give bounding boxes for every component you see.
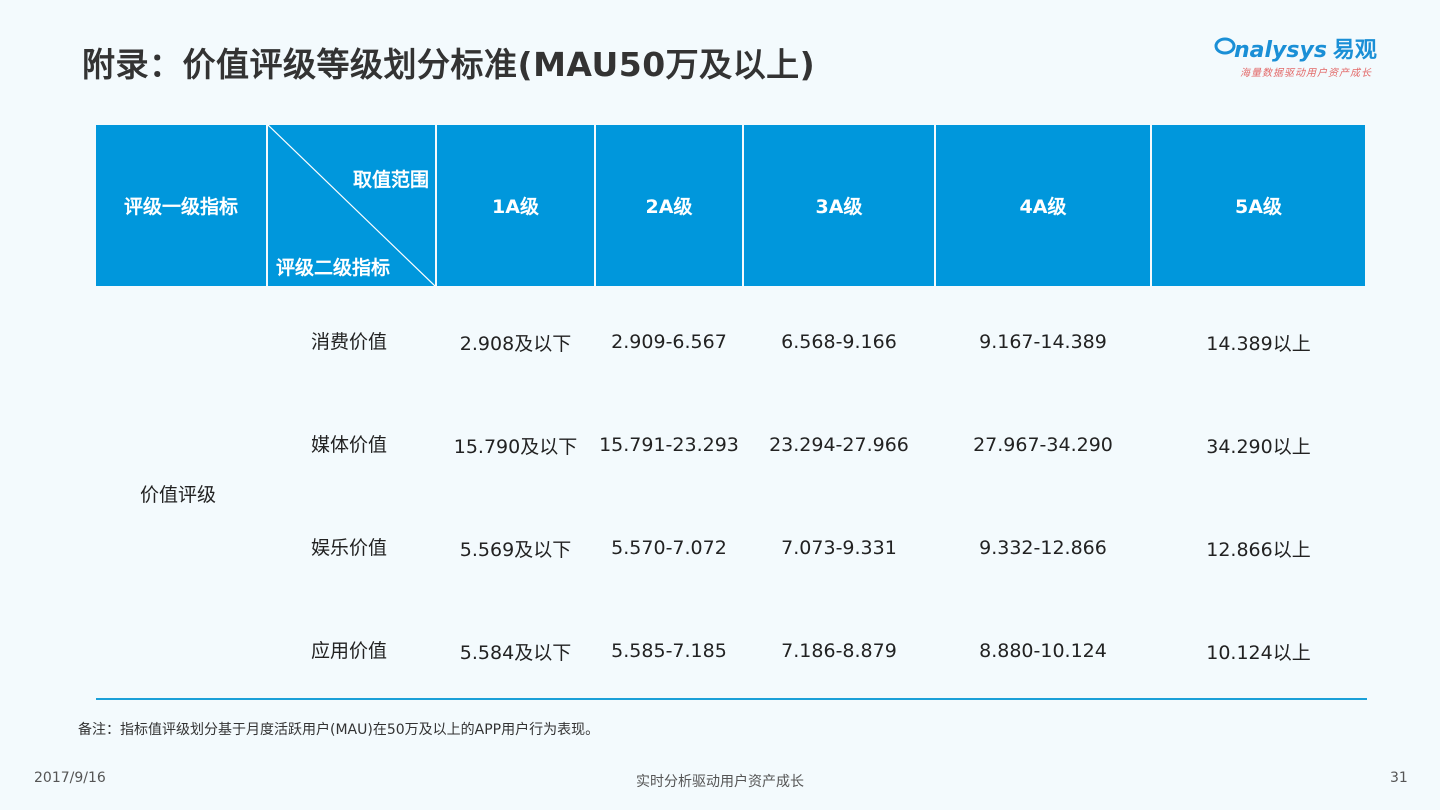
table-cell: 15.790及以下 [453, 435, 578, 458]
table-cell: 9.332-12.866 [979, 537, 1107, 559]
table-cell: 8.880-10.124 [979, 640, 1107, 662]
row-label: 应用价值 [311, 639, 388, 662]
logo-text: nalysys [1234, 38, 1327, 63]
table-cell: 14.389以上 [1206, 332, 1311, 355]
table-cell: 27.967-34.290 [973, 434, 1113, 456]
table-cell: 7.186-8.879 [781, 640, 897, 662]
row-label: 媒体价值 [311, 433, 388, 456]
row-label: 娱乐价值 [311, 536, 388, 559]
table-cell: 23.294-27.966 [769, 434, 909, 456]
header-level-3a: 3A级 [744, 125, 934, 286]
table-cell: 10.124以上 [1206, 641, 1311, 664]
table-bottom-divider [96, 698, 1367, 700]
header-first-level-indicator: 评级一级指标 [96, 125, 266, 286]
logo-slogan: 海量数据驱动用户资产成长 [1240, 68, 1372, 79]
table-cell: 12.866以上 [1206, 538, 1311, 561]
table-cell: 2.909-6.567 [611, 331, 727, 353]
table-cell: 5.569及以下 [459, 538, 572, 561]
diagonal-line [268, 125, 435, 286]
analysys-logo: nalysys 易观 海量数据驱动用户资产成长 [1214, 32, 1408, 84]
table-cell: 15.791-23.293 [599, 434, 739, 456]
group-label-value-rating: 价值评级 [140, 484, 217, 506]
table-cell: 5.570-7.072 [611, 537, 727, 559]
logo-swoosh-icon [1214, 37, 1236, 55]
header-level-1a: 1A级 [437, 125, 594, 286]
row-label: 消费价值 [311, 330, 388, 353]
table-cell: 2.908及以下 [459, 332, 572, 355]
header-level-5a: 5A级 [1152, 125, 1365, 286]
footnote: 备注：指标值评级划分基于月度活跃用户(MAU)在50万及以上的APP用户行为表现… [78, 722, 600, 738]
header-level-2a: 2A级 [596, 125, 742, 286]
table-cell: 6.568-9.166 [781, 331, 897, 353]
table-cell: 9.167-14.389 [979, 331, 1107, 353]
table-cell: 7.073-9.331 [781, 537, 897, 559]
footer-date: 2017/9/16 [34, 770, 106, 786]
header-second-level-indicator: 评级二级指标 [276, 257, 391, 279]
footer-slogan: 实时分析驱动用户资产成长 [636, 774, 804, 790]
table-cell: 34.290以上 [1206, 435, 1311, 458]
table-cell: 5.584及以下 [459, 641, 572, 664]
page-number: 31 [1390, 770, 1408, 786]
header-diagonal-cell: 取值范围 评级二级指标 [268, 125, 435, 286]
header-level-4a: 4A级 [936, 125, 1150, 286]
table-cell: 5.585-7.185 [611, 640, 727, 662]
page-title: 附录：价值评级等级划分标准(MAU50万及以上) [82, 45, 816, 84]
logo-cn: 易观 [1332, 38, 1377, 63]
header-value-range: 取值范围 [352, 169, 429, 191]
